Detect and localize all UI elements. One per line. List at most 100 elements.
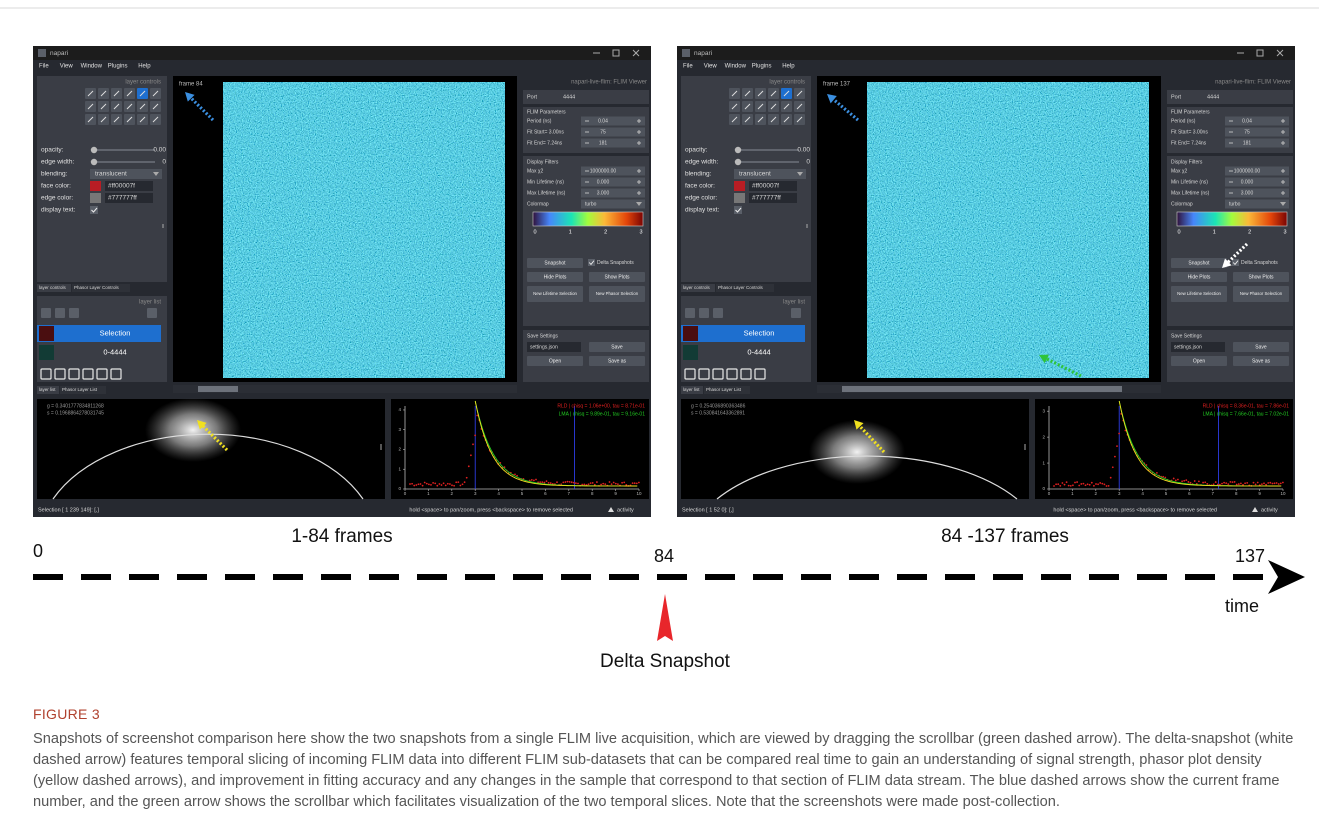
spin-box[interactable] <box>581 139 645 148</box>
button-label[interactable]: Save <box>1255 344 1267 350</box>
decay-point <box>1114 456 1116 458</box>
control-label: blending: <box>41 171 68 178</box>
field-label: Period (ns) <box>527 118 552 124</box>
layer-name[interactable]: 0-4444 <box>103 347 126 356</box>
layer-row[interactable] <box>681 344 805 361</box>
field-label: Max χ2 <box>1171 168 1187 174</box>
button-label[interactable]: Save as <box>608 358 627 364</box>
spin-box[interactable] <box>581 178 645 187</box>
color-swatch[interactable] <box>90 181 101 191</box>
spin-box[interactable] <box>581 189 645 198</box>
button-label[interactable]: Show Plots <box>1248 274 1274 280</box>
layer-tool-button[interactable] <box>713 308 723 318</box>
button-label[interactable]: Save <box>611 344 623 350</box>
slider-handle[interactable] <box>735 159 741 165</box>
field-label: Fit Start= 3.00ns <box>527 129 564 135</box>
layer-tool-button[interactable] <box>685 308 695 318</box>
menu-item[interactable]: Plugins <box>752 64 772 70</box>
menu-item[interactable]: Plugins <box>108 64 128 70</box>
field-value: 0.000 <box>597 179 610 185</box>
status-right: hold <space> to pan/zoom, press <backspa… <box>409 507 573 513</box>
button-label[interactable]: New Phasor Selection <box>1240 291 1283 296</box>
decay-point <box>1263 482 1265 484</box>
decay-point <box>621 482 623 484</box>
colorbar-tick-label: 3 <box>1283 229 1286 235</box>
field-label: Colormap <box>527 201 549 207</box>
layer-tool-button[interactable] <box>55 308 65 318</box>
menu-item[interactable]: Help <box>782 64 795 70</box>
spin-box[interactable] <box>1225 128 1289 137</box>
spin-box[interactable] <box>1225 189 1289 198</box>
status-left: Selection [ 1 239 149]: [,] <box>38 507 99 513</box>
button-label[interactable]: Snapshot <box>544 260 566 266</box>
spin-box[interactable] <box>581 117 645 126</box>
activity-label[interactable]: activity <box>617 507 634 513</box>
tab-label: layer list <box>683 387 700 392</box>
decay-point <box>409 483 411 485</box>
layer-row[interactable] <box>37 344 161 361</box>
color-swatch[interactable] <box>734 181 745 191</box>
field-value: 75 <box>600 129 606 135</box>
layer-tool-button[interactable] <box>41 308 51 318</box>
layer-name[interactable]: 0-4444 <box>747 347 770 356</box>
decay-point <box>466 477 468 479</box>
decay-point <box>1156 472 1158 474</box>
menu-item[interactable]: File <box>683 64 693 70</box>
checkbox[interactable] <box>588 259 595 266</box>
menu-item[interactable]: View <box>60 64 74 70</box>
layer-name[interactable]: Selection <box>100 328 131 337</box>
app-icon <box>682 49 690 57</box>
decay-point <box>1101 483 1103 485</box>
decay-point <box>453 485 455 487</box>
decay-point <box>457 481 459 483</box>
button-label[interactable]: Snapshot <box>1188 260 1210 266</box>
menu-item[interactable]: View <box>704 64 718 70</box>
color-swatch[interactable] <box>734 193 745 203</box>
button-label[interactable]: New Phasor Selection <box>596 291 639 296</box>
menu-item[interactable]: Window <box>81 64 103 70</box>
decay-point <box>1225 482 1227 484</box>
spin-box[interactable] <box>1225 139 1289 148</box>
decay-point <box>514 474 516 476</box>
group-title: Save Settings <box>1171 333 1202 339</box>
slider-handle[interactable] <box>91 159 97 165</box>
menu-item[interactable]: Help <box>138 64 151 70</box>
button-label[interactable]: Show Plots <box>604 274 630 280</box>
menu-item[interactable]: Window <box>725 64 747 70</box>
slider-handle[interactable] <box>91 147 97 153</box>
button-label[interactable]: Hide Plots <box>544 274 567 280</box>
checkbox[interactable] <box>734 206 742 214</box>
colorbar <box>533 212 643 226</box>
checkbox[interactable] <box>90 206 98 214</box>
field-value: turbo <box>1229 201 1241 207</box>
decay-point <box>1066 481 1068 483</box>
checkbox[interactable] <box>1232 259 1239 266</box>
color-swatch[interactable] <box>90 193 101 203</box>
delete-layer-button[interactable] <box>147 308 157 318</box>
button-label[interactable]: Open <box>549 358 561 364</box>
field-label: Port <box>527 94 538 100</box>
spin-box[interactable] <box>581 128 645 137</box>
decay-point <box>1091 482 1093 484</box>
decay-point <box>600 484 602 486</box>
decay-point <box>474 434 476 436</box>
slider-handle[interactable] <box>735 147 741 153</box>
button-label[interactable]: New Lifetime Selection <box>1177 291 1221 296</box>
spin-box[interactable] <box>1225 178 1289 187</box>
spin-box[interactable] <box>1225 117 1289 126</box>
button-label[interactable]: Hide Plots <box>1188 274 1211 280</box>
layer-name[interactable]: Selection <box>744 328 775 337</box>
activity-label[interactable]: activity <box>1261 507 1278 513</box>
app-icon <box>38 49 46 57</box>
button-label[interactable]: Open <box>1193 358 1205 364</box>
menu-item[interactable]: File <box>39 64 49 70</box>
decay-point <box>596 481 598 483</box>
segment-label: 1-84 frames <box>291 526 392 547</box>
button-label[interactable]: New Lifetime Selection <box>533 291 577 296</box>
decay-point <box>1236 484 1238 486</box>
layer-tool-button[interactable] <box>699 308 709 318</box>
delete-layer-button[interactable] <box>791 308 801 318</box>
layer-tool-button[interactable] <box>69 308 79 318</box>
figure-label: FIGURE 3 <box>33 704 1295 725</box>
button-label[interactable]: Save as <box>1252 358 1271 364</box>
